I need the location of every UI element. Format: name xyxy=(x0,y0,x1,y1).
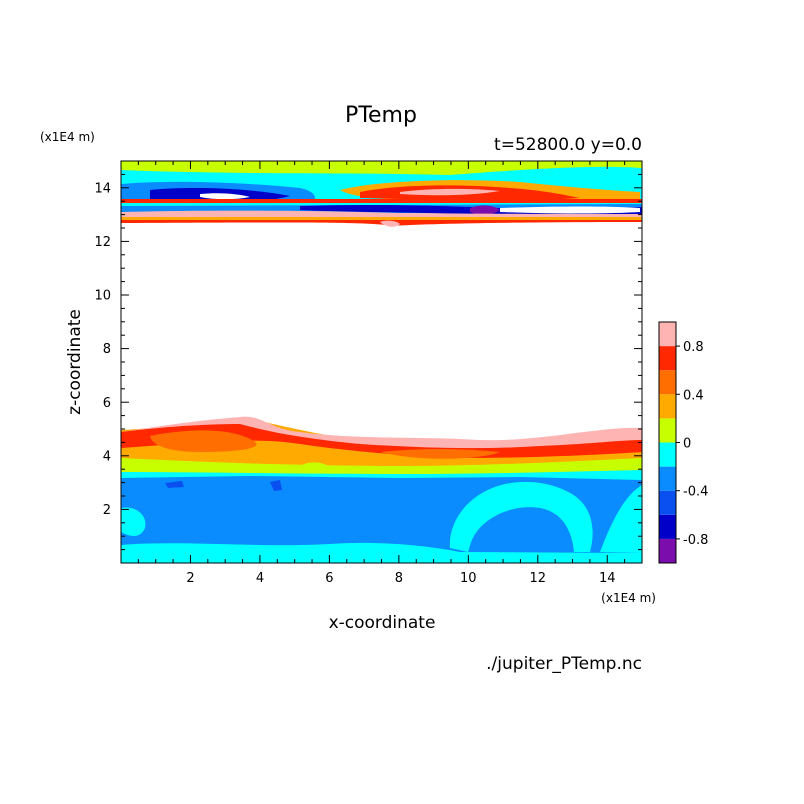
colorbar-swatch xyxy=(659,346,676,371)
colorbar-swatch xyxy=(659,394,676,419)
y-tick-label: 10 xyxy=(94,289,111,304)
chart-subtitle: t=52800.0 y=0.0 xyxy=(494,135,642,155)
contour-pink-lens-right xyxy=(400,188,500,196)
x-tick-labels: 2 4 6 8 10 12 14 xyxy=(186,571,615,586)
y-tick-label: 6 xyxy=(103,396,111,411)
colorbar-swatch xyxy=(659,538,676,563)
contour-cyan-blob-left xyxy=(121,507,146,536)
colorbar-swatch xyxy=(659,418,676,443)
contour-pink-stripe xyxy=(121,210,642,218)
contour-field xyxy=(121,161,642,563)
contour-cyan-right-edge xyxy=(600,485,642,553)
x-tick-label: 12 xyxy=(530,571,547,586)
contour-cyan-stripe xyxy=(121,203,642,206)
y-tick-labels: 2 4 6 8 10 12 14 xyxy=(94,181,111,518)
y-tick-label: 4 xyxy=(103,449,111,464)
y-tick-label: 8 xyxy=(103,342,111,357)
colorbar-tick-label: 0.4 xyxy=(683,388,704,403)
contour-red-band xyxy=(121,424,642,458)
contour-yellow-fleck xyxy=(300,462,330,471)
x-axis-label: x-coordinate xyxy=(329,613,436,633)
y-tick-label: 2 xyxy=(103,503,111,518)
contour-pink-top xyxy=(121,416,642,451)
x-tick-label: 2 xyxy=(186,571,194,586)
y-axis-label: z-coordinate xyxy=(65,309,85,415)
colorbar-tick-label: -0.4 xyxy=(683,485,708,500)
x-unit-label: (x1E4 m) xyxy=(601,591,656,605)
colorbar-swatch xyxy=(659,370,676,395)
contour-cyan-arch xyxy=(449,481,593,552)
colorbar-tick-label: -0.8 xyxy=(683,533,708,548)
colorbar-tick-label: 0 xyxy=(683,437,691,452)
contour-red-stripe-1 xyxy=(121,199,642,203)
y-unit-label: (x1E4 m) xyxy=(40,130,95,144)
x-tick-label: 10 xyxy=(460,571,477,586)
colorbar-swatch xyxy=(659,514,676,539)
contour-white-lens-left xyxy=(200,193,250,200)
contour-dark-orange-core xyxy=(150,430,257,452)
x-tick-label: 14 xyxy=(599,571,616,586)
contour-pink-fringe xyxy=(380,220,400,227)
axis-ticks xyxy=(120,160,643,564)
colorbar: -0.8 -0.4 0 0.4 0.8 xyxy=(658,321,708,564)
colorbar-swatch xyxy=(659,442,676,467)
y-tick-label: 14 xyxy=(94,181,111,196)
contour-deep-blue-fleck-2 xyxy=(270,480,282,491)
chart-title: PTemp xyxy=(345,103,417,128)
colorbar-swatch xyxy=(659,466,676,491)
x-tick-label: 4 xyxy=(256,571,264,586)
contour-dark-orange-core-2 xyxy=(380,449,500,459)
x-tick-label: 8 xyxy=(395,571,403,586)
x-tick-label: 6 xyxy=(325,571,333,586)
source-file-label: ./jupiter_PTemp.nc xyxy=(486,654,642,674)
contour-purple-fleck xyxy=(470,205,500,215)
contour-cyan-floor xyxy=(121,542,642,563)
colorbar-swatch xyxy=(659,490,676,515)
colorbar-swatch xyxy=(659,322,676,347)
y-tick-label: 12 xyxy=(94,235,111,250)
contour-orange-stripe xyxy=(121,217,642,220)
colorbar-tick-label: 0.8 xyxy=(683,340,704,355)
contour-deep-blue-fleck xyxy=(165,481,184,488)
contour-white-lens-right xyxy=(500,206,640,214)
